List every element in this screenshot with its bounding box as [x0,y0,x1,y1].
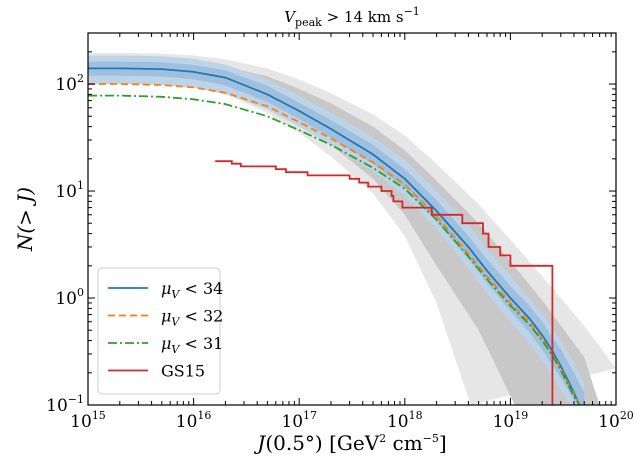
y-tick-label: 10−1 [46,393,84,416]
plot-frame [87,32,617,406]
y-tick-label: 101 [55,179,84,202]
y-tick-label: 100 [55,286,84,309]
series-line-1 [88,67,581,405]
axis-ticks [87,32,617,406]
series-line-3 [88,94,581,405]
y-axis-title: N(> J) [13,187,37,252]
series-line-4 [215,160,554,405]
legend: μV < 34 μV < 32 μV < 31 GS15 [97,267,223,395]
confidence-band-4 [88,61,585,405]
legend-box [97,267,221,395]
legend-label: μV < 32 [161,307,223,329]
series-lines [88,67,581,405]
tick-labels: 1015 1016 1017 1018 1019 1020 10−1 100 101 102 [46,72,634,432]
legend-label: μV < 34 [161,279,223,301]
x-axis-title: J(0.5°) [GeV2 cm−5] [253,431,446,455]
confidence-band-2 [88,59,600,405]
x-tick-label: 1020 [598,409,634,432]
series-line-2 [88,83,581,405]
x-tick-label: 1018 [387,409,423,432]
chart-title: Vpeak > 14 km s−1 [284,5,420,29]
confidence-bands [88,53,616,405]
legend-label: GS15 [161,362,205,381]
y-tick-label: 102 [55,72,84,95]
x-tick-label: 1017 [281,409,317,432]
x-tick-label: 1019 [493,409,529,432]
x-tick-label: 1015 [70,409,106,432]
x-tick-label: 1016 [176,409,212,432]
legend-label: μV < 31 [161,334,223,356]
